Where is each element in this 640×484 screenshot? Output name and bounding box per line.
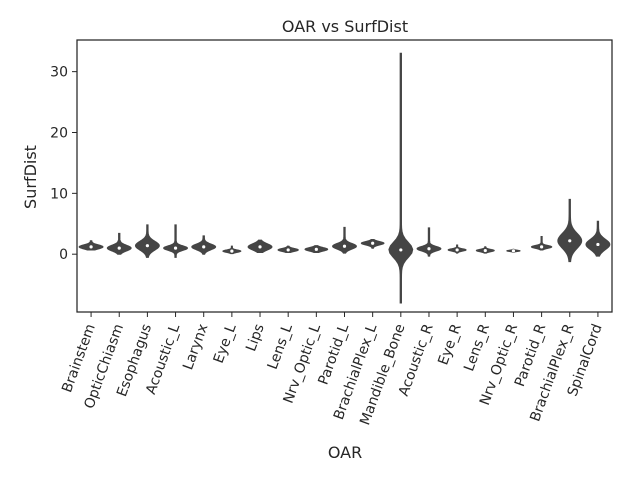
violin-median: [342, 244, 347, 248]
violin-median: [568, 239, 572, 243]
plot-frame: [76, 39, 613, 313]
y-tick-label: 0: [59, 247, 68, 263]
x-axis-label: OAR: [328, 443, 362, 462]
violin-median: [540, 245, 544, 249]
violin-median: [173, 246, 178, 250]
violin-median: [399, 248, 403, 252]
violin-median: [511, 249, 516, 253]
violin-median: [314, 247, 318, 251]
violin-median: [455, 248, 459, 252]
violin-median: [286, 248, 290, 252]
violin-group: [78, 52, 611, 304]
y-tick-label: 10: [50, 186, 68, 202]
y-tick-label: 20: [50, 125, 68, 141]
violin-median: [596, 242, 600, 247]
y-tick-label: 30: [50, 65, 68, 81]
violin-median: [202, 245, 206, 249]
violin-median: [371, 241, 375, 245]
y-tick-group: 0 10 20 30: [50, 65, 77, 263]
violin-median: [117, 246, 121, 250]
violin-median: [230, 249, 234, 253]
y-axis-label: SurfDist: [21, 145, 40, 209]
chart-title: OAR vs SurfDist: [282, 17, 408, 36]
violin-median: [483, 248, 487, 253]
violin-median: [427, 247, 431, 251]
violin-median: [89, 245, 93, 249]
violin-median: [258, 245, 262, 249]
violin-median: [145, 244, 149, 248]
